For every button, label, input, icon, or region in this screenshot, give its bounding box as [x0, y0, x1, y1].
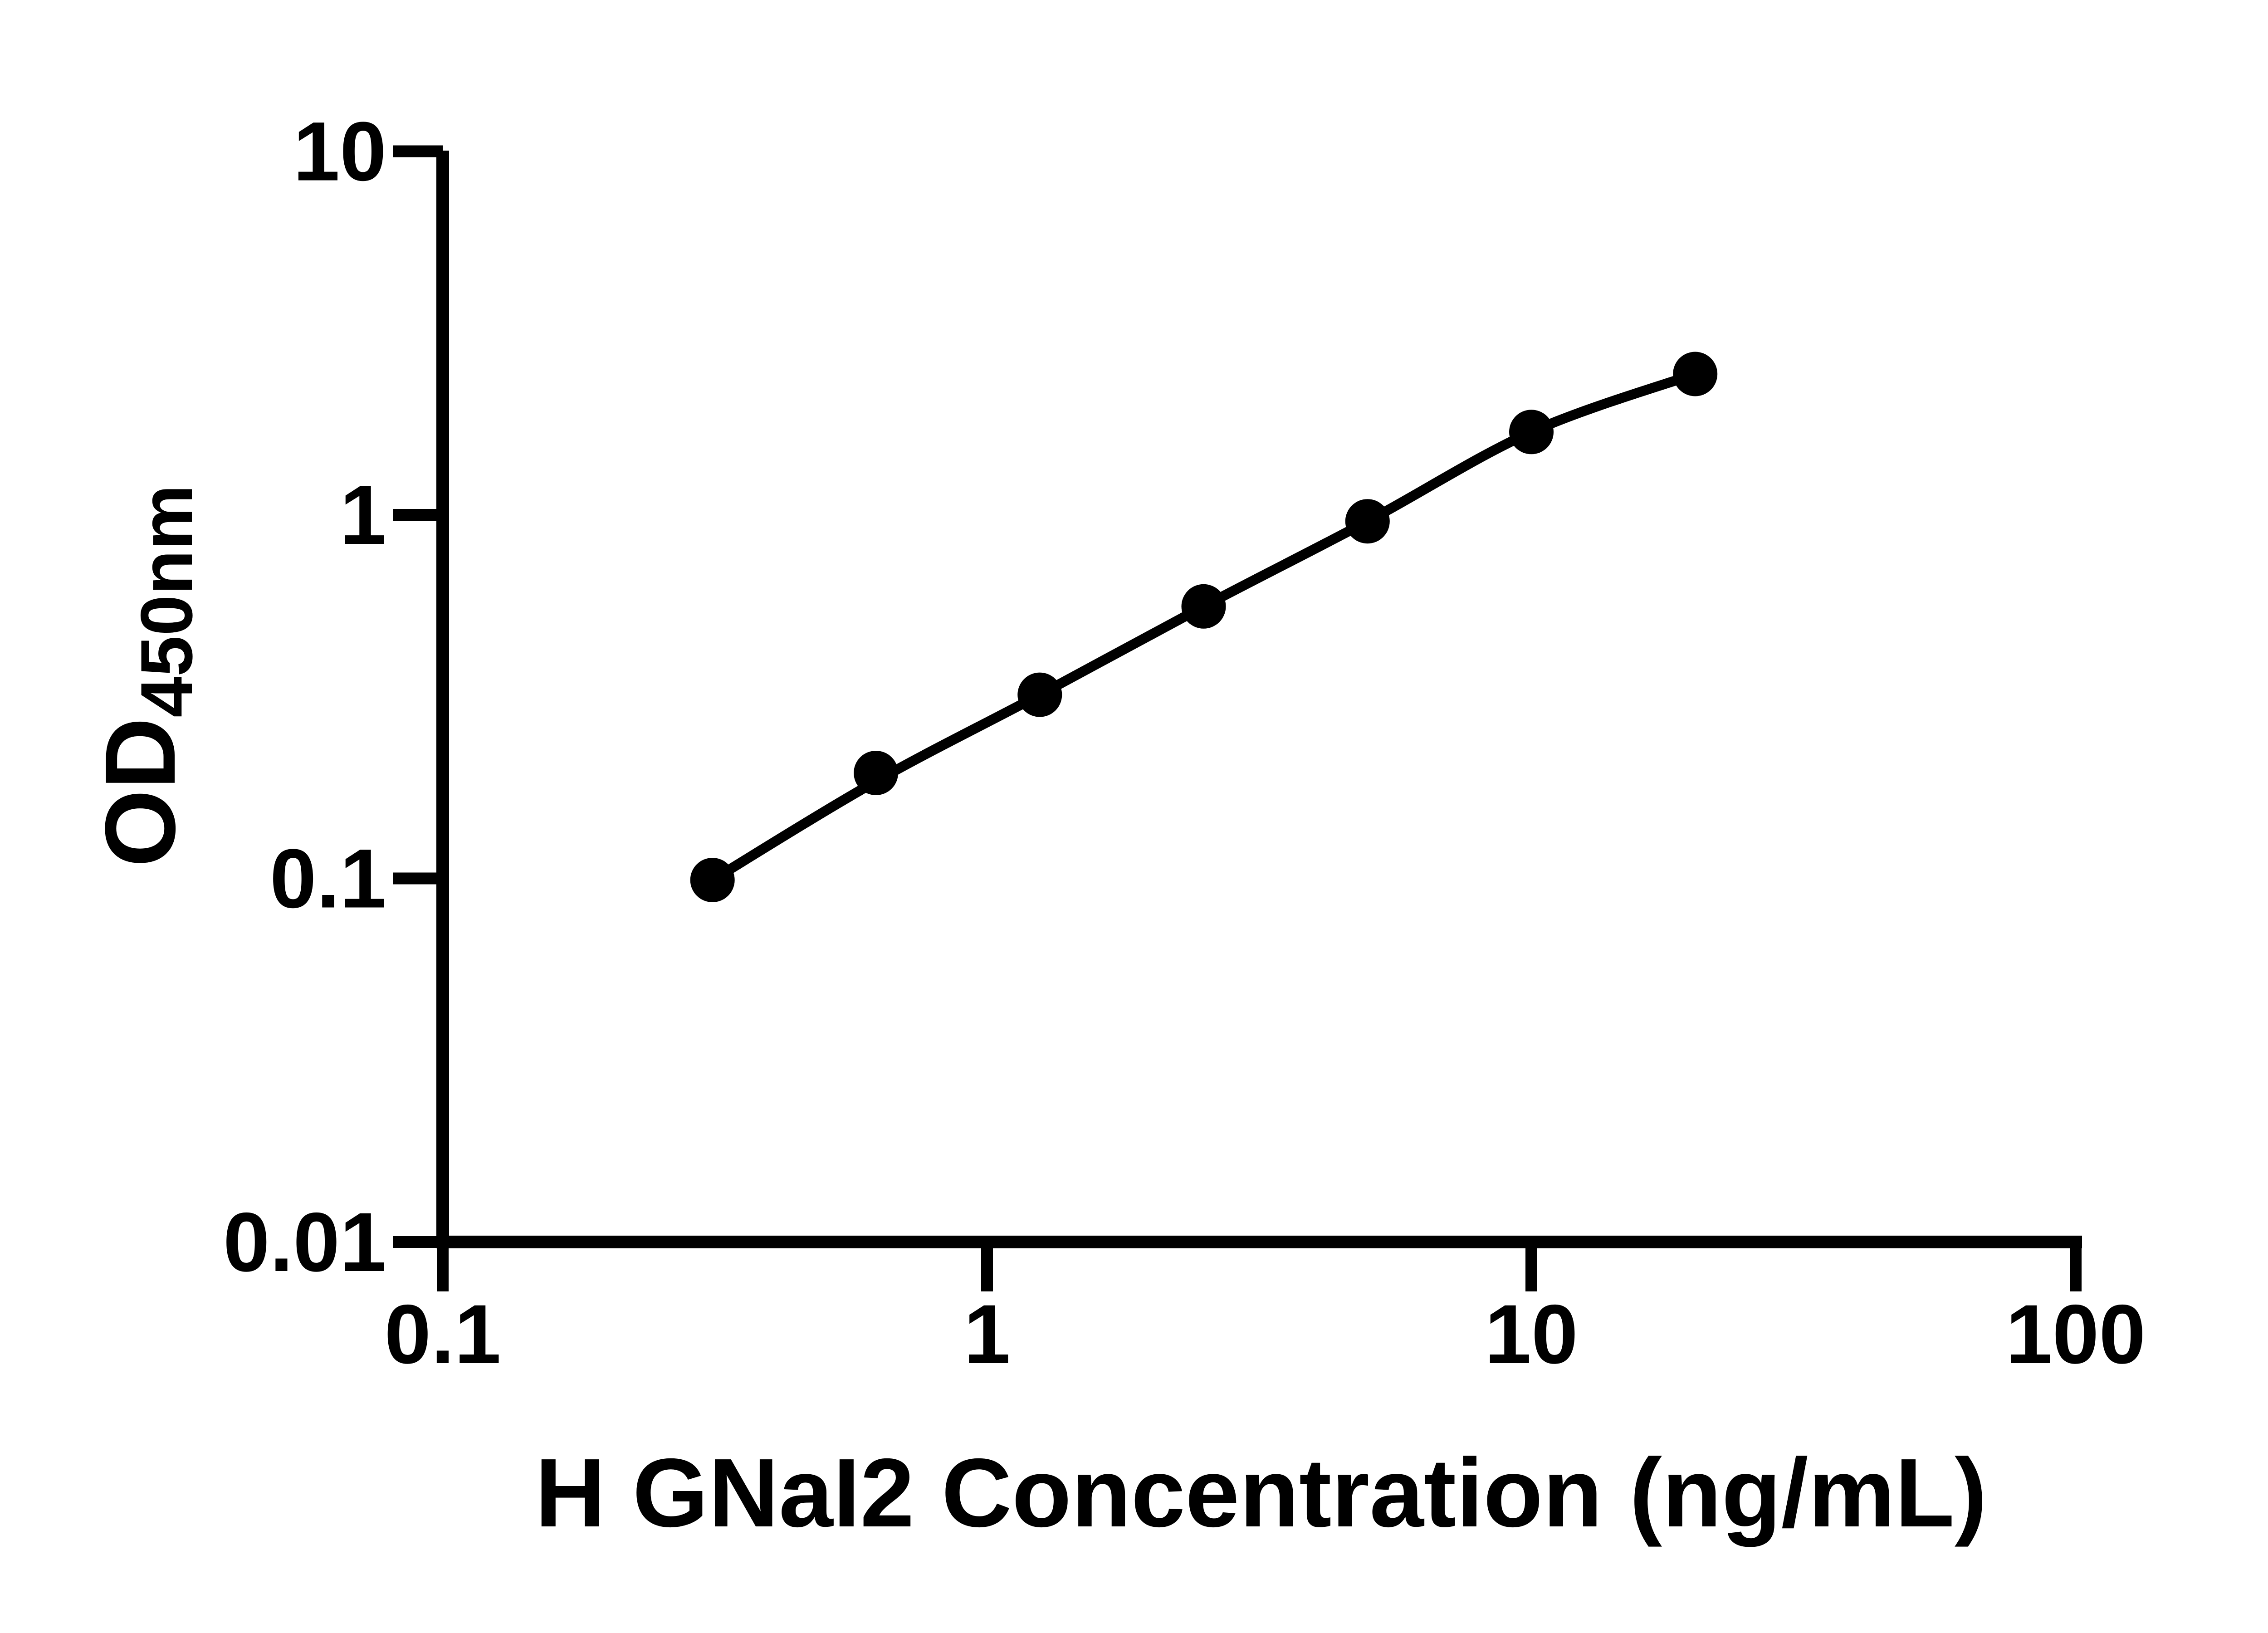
y-axis-tick-label: 1: [340, 469, 386, 562]
data-point-marker: [1345, 499, 1390, 544]
data-point-marker: [1017, 672, 1062, 717]
data-point-marker: [1181, 584, 1226, 629]
data-point-marker: [1673, 352, 1718, 396]
data-point-marker: [1509, 410, 1554, 455]
y-axis-title-main: OD: [84, 718, 196, 867]
y-axis-tick-label: 0.01: [223, 1196, 386, 1289]
x-axis-tick-label: 1: [964, 1288, 1011, 1381]
x-axis-tick-label: 100: [2006, 1288, 2146, 1381]
axes-frame: [436, 151, 2082, 1248]
data-point-marker: [690, 858, 735, 902]
data-point-markers: [690, 352, 1718, 902]
y-axis-tick-label: 0.1: [270, 832, 386, 926]
data-point-marker: [854, 751, 899, 795]
y-axis-title-subscript: 450nm: [126, 484, 208, 717]
x-axis-ticks: [437, 1242, 2082, 1291]
y-axis-title: OD450nm: [84, 484, 208, 867]
x-axis-tick-label: 10: [1485, 1288, 1578, 1381]
x-axis-tick-labels: 0.1 1 10 100: [384, 1288, 2146, 1381]
x-axis-title: H GNaI2 Concentration (ng/mL): [535, 1438, 1987, 1547]
y-axis-ticks: [393, 145, 443, 1248]
x-axis-tick-label: 0.1: [384, 1288, 501, 1381]
y-axis-tick-labels: 0.01 0.1 1 10: [223, 105, 386, 1290]
y-axis-tick-label: 10: [293, 105, 386, 199]
